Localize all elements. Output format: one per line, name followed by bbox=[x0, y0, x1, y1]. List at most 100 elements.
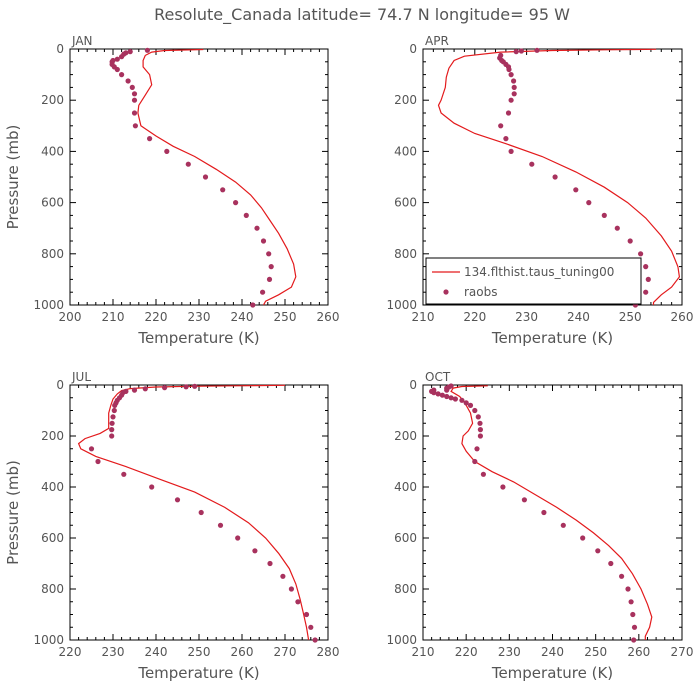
panel-label: OCT bbox=[425, 370, 451, 384]
raob-point bbox=[198, 509, 204, 516]
raob-point bbox=[312, 637, 318, 643]
raob-point bbox=[131, 110, 138, 116]
raob-point bbox=[439, 392, 445, 398]
raob-point bbox=[510, 78, 517, 84]
x-axis-label: Temperature (K) bbox=[491, 329, 613, 347]
raob-point bbox=[164, 148, 170, 154]
raob-point bbox=[142, 386, 148, 392]
raob-point bbox=[88, 446, 95, 452]
raob-point bbox=[472, 458, 478, 465]
raob-point bbox=[95, 458, 101, 465]
raob-point bbox=[111, 407, 117, 414]
raob-point bbox=[638, 251, 644, 257]
y-tick-label: 200 bbox=[394, 93, 417, 107]
raob-point bbox=[109, 420, 115, 426]
raob-point bbox=[266, 276, 273, 282]
raob-point bbox=[217, 522, 224, 528]
raob-point bbox=[109, 427, 115, 433]
y-axis-label: Pressure (mb) bbox=[4, 125, 22, 230]
raob-point bbox=[631, 637, 637, 643]
raob-point bbox=[112, 402, 118, 408]
x-tick-label: 260 bbox=[317, 310, 340, 324]
raob-point bbox=[508, 148, 514, 154]
raob-point bbox=[534, 47, 540, 53]
raob-point bbox=[250, 302, 256, 308]
raob-point bbox=[500, 484, 506, 490]
raob-point bbox=[505, 110, 512, 116]
raob-point bbox=[444, 387, 450, 393]
raob-point bbox=[595, 548, 601, 554]
plot-frame bbox=[69, 48, 329, 306]
raob-point bbox=[472, 407, 478, 414]
raob-point bbox=[254, 225, 260, 231]
raob-point bbox=[131, 91, 138, 97]
x-tick-label: 250 bbox=[274, 310, 297, 324]
y-axis-label: Pressure (mb) bbox=[4, 460, 22, 565]
raob-point bbox=[508, 72, 514, 78]
raob-point bbox=[498, 123, 504, 129]
raob-point bbox=[608, 560, 614, 567]
raob-point bbox=[295, 599, 301, 605]
y-tick-label: 600 bbox=[394, 196, 417, 210]
x-tick-label: 200 bbox=[59, 310, 82, 324]
y-tick-label: 800 bbox=[394, 582, 417, 596]
raob-point bbox=[463, 400, 469, 406]
panel-jul: 220 230 240 250 260 270 280 0 200 400 600 800 1000 JU… bbox=[4, 370, 339, 682]
raob-point bbox=[131, 387, 138, 393]
raob-point bbox=[474, 446, 480, 452]
raob-point bbox=[518, 48, 525, 54]
raob-point bbox=[477, 420, 483, 426]
legend-dot-swatch bbox=[443, 289, 449, 295]
x-tick-label: 220 bbox=[455, 645, 478, 659]
x-tick-label: 280 bbox=[317, 645, 340, 659]
raob-point bbox=[459, 397, 465, 403]
raob-point bbox=[511, 91, 517, 97]
x-tick-label: 240 bbox=[145, 645, 168, 659]
raob-point bbox=[480, 471, 486, 477]
raob-point bbox=[630, 611, 636, 618]
y-tick-label: 400 bbox=[41, 480, 64, 494]
raob-point bbox=[601, 212, 607, 218]
x-tick-label: 270 bbox=[274, 645, 297, 659]
raob-point bbox=[431, 390, 437, 396]
y-tick-label: 0 bbox=[56, 42, 64, 56]
raob-point bbox=[185, 161, 191, 167]
y-tick-label: 800 bbox=[41, 582, 64, 596]
raob-point bbox=[506, 66, 512, 73]
legend-box bbox=[425, 257, 642, 305]
raob-point bbox=[174, 497, 181, 503]
panel-oct: 210 220 230 240 250 260 270 0 200 400 600 800 1000 OC… bbox=[386, 370, 693, 682]
y-tick-label: 600 bbox=[41, 531, 64, 545]
y-tick-label: 800 bbox=[394, 247, 417, 261]
x-tick-label: 270 bbox=[671, 645, 694, 659]
raob-point bbox=[266, 251, 272, 257]
raob-point bbox=[586, 200, 592, 206]
x-tick-label: 250 bbox=[584, 645, 607, 659]
raob-point bbox=[541, 509, 547, 516]
x-tick-label: 230 bbox=[102, 645, 125, 659]
y-tick-label: 200 bbox=[41, 429, 64, 443]
raob-point bbox=[631, 624, 638, 630]
raob-point bbox=[110, 414, 116, 420]
x-tick-label: 210 bbox=[102, 310, 125, 324]
model-profile-line bbox=[137, 48, 297, 306]
x-tick-label: 250 bbox=[619, 310, 642, 324]
raob-point bbox=[303, 611, 310, 618]
y-tick-label: 0 bbox=[56, 378, 64, 392]
x-tick-label: 220 bbox=[145, 310, 168, 324]
y-tick-label: 600 bbox=[394, 531, 417, 545]
raob-point bbox=[119, 72, 125, 78]
raob-point bbox=[627, 238, 633, 244]
x-tick-label: 260 bbox=[231, 645, 254, 659]
raob-point bbox=[643, 264, 649, 270]
y-tick-label: 800 bbox=[41, 247, 64, 261]
raob-point bbox=[114, 56, 120, 62]
raob-point bbox=[560, 522, 566, 528]
raob-point bbox=[288, 586, 294, 592]
raob-point bbox=[233, 200, 239, 206]
raob-point bbox=[619, 573, 625, 579]
raob-point bbox=[131, 97, 138, 103]
raob-point bbox=[183, 384, 189, 390]
raob-point bbox=[260, 289, 266, 295]
